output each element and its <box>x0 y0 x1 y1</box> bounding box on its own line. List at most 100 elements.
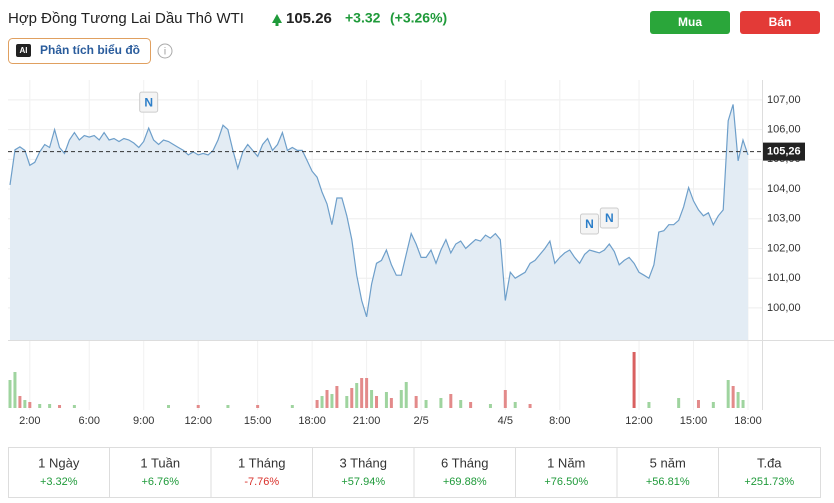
volume-bar <box>439 398 443 408</box>
news-marker <box>139 91 159 113</box>
x-tick-label: 8:00 <box>549 415 570 427</box>
news-label: N <box>144 95 153 109</box>
volume-bar <box>345 396 349 408</box>
volume-bar <box>13 372 17 408</box>
volume-bar <box>503 390 507 408</box>
volume-bar <box>350 388 354 408</box>
volume-bar <box>389 398 393 408</box>
period-label: 1 Năm <box>547 455 585 470</box>
x-tick-label: 4/5 <box>498 415 513 427</box>
buy-button[interactable] <box>650 11 730 34</box>
x-tick-label: 6:00 <box>79 415 100 427</box>
volume-bar <box>632 352 636 408</box>
info-i: i <box>164 47 166 58</box>
info-icon[interactable] <box>157 43 173 59</box>
period-change: +6.76% <box>141 476 179 488</box>
volume-bar <box>23 400 27 408</box>
volume-bar <box>330 394 334 408</box>
volume-bar <box>226 405 230 408</box>
buy-label: Mua <box>678 15 702 29</box>
period-label: T.đa <box>757 455 782 470</box>
x-tick-label: 15:00 <box>244 415 272 427</box>
y-tick-label: 107,00 <box>767 94 801 106</box>
volume-bar <box>325 390 329 408</box>
analysis-button[interactable] <box>8 38 151 64</box>
title: Hợp Đồng Tương Lai Dầu Thô WTI <box>8 10 244 27</box>
volume-bar <box>196 405 200 408</box>
volume-bar <box>726 380 730 408</box>
volume-bar <box>399 390 403 408</box>
period-change: +76.50% <box>544 476 588 488</box>
volume-bar <box>424 400 428 408</box>
news-marker <box>580 213 600 235</box>
volume-bar <box>741 400 745 408</box>
last-price-label: 105,26 <box>767 146 801 158</box>
area <box>10 104 748 341</box>
volume-bar <box>355 383 359 408</box>
x-tick-label: 18:00 <box>298 415 326 427</box>
volume-bar <box>8 380 12 408</box>
volume-bar <box>48 404 52 408</box>
x-tick-label: 18:00 <box>734 415 762 427</box>
price: 105.26 <box>286 10 332 27</box>
y-tick-label: 102,00 <box>767 242 801 254</box>
volume-bar <box>449 394 453 408</box>
last-price-box <box>763 142 805 161</box>
news-label: N <box>585 217 594 231</box>
volume-bar <box>384 392 388 408</box>
period-change: +69.88% <box>443 476 487 488</box>
x-tick-label: 15:00 <box>680 415 708 427</box>
volume-bar <box>528 404 532 408</box>
volume-bar <box>38 404 42 408</box>
news-label: N <box>605 211 614 225</box>
period-label: 3 Tháng <box>340 455 387 470</box>
period-label: 5 năm <box>650 455 686 470</box>
change: +3.32 <box>345 10 381 26</box>
x-tick-label: 12:00 <box>184 415 212 427</box>
volume-bar <box>711 402 715 408</box>
x-tick-label: 9:00 <box>133 415 154 427</box>
volume-bar <box>58 405 62 408</box>
volume-bar <box>166 405 170 408</box>
ai-icon <box>16 44 31 57</box>
volume-bar <box>375 396 379 408</box>
volume-bar <box>459 400 463 408</box>
volume-bar <box>414 396 418 408</box>
volume-bar <box>677 398 681 408</box>
y-tick-label: 104,00 <box>767 183 801 195</box>
volume-bar <box>469 402 473 408</box>
volume-bar <box>696 400 700 408</box>
period-change: -7.76% <box>244 476 279 488</box>
volume-bar <box>335 386 339 408</box>
y-tick-label: 103,00 <box>767 213 801 225</box>
y-tick-label: 101,00 <box>767 272 801 284</box>
volume-bar <box>365 378 369 408</box>
period-change: +251.73% <box>744 476 794 488</box>
volume-bar <box>370 390 374 408</box>
ai-badge: AI <box>20 46 28 55</box>
period-label: 1 Tuần <box>140 455 180 470</box>
line <box>9 104 749 317</box>
period-label: 1 Tháng <box>238 455 285 470</box>
volume-bar <box>256 405 260 408</box>
period-table: 1 Ngày +3.32% 1 Tuần +6.76% 1 Tháng -7.76% 3 T… <box>8 447 821 498</box>
volume-bar <box>320 396 324 408</box>
volume-bar <box>647 402 651 408</box>
volume-bar <box>731 386 735 408</box>
volume-bar <box>290 405 294 408</box>
volume-bar <box>736 392 740 408</box>
volume-bar <box>72 405 76 408</box>
volume-bar <box>28 402 32 408</box>
volume-bar <box>404 382 408 408</box>
x-tick-label: 2:00 <box>19 415 40 427</box>
period-label: 1 Ngày <box>38 455 80 470</box>
x-tick-label: 12:00 <box>625 415 653 427</box>
period-change: +56.81% <box>646 476 690 488</box>
volume-bar <box>360 378 364 408</box>
chart: 100,00101,00102,00103,00104,00105,00106,… <box>8 80 805 427</box>
volume-bar <box>488 404 492 408</box>
period-label: 6 Tháng <box>441 455 488 470</box>
sell-button[interactable] <box>740 11 820 34</box>
y-tick-label: 100,00 <box>767 302 801 314</box>
